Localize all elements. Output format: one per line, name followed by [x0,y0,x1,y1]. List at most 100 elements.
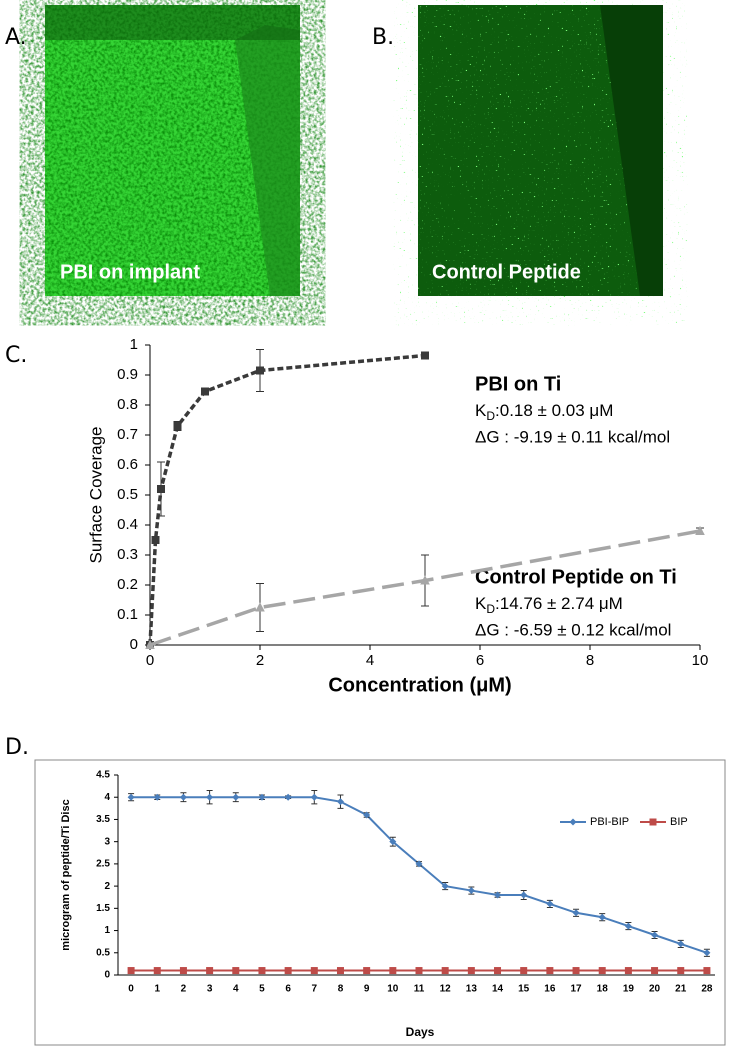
x-tick-label: 3 [207,984,213,995]
marker [703,949,711,957]
marker [157,485,165,493]
marker [363,967,371,975]
marker [389,967,397,975]
marker [179,967,187,975]
marker [151,536,160,544]
y-tick-label: 2.5 [96,859,110,870]
marker [201,387,209,396]
x-tick-label: 11 [414,984,425,995]
panel-label: D. [5,735,29,760]
y-tick-label: 1.5 [96,903,110,914]
x-tick-label: 2 [181,984,187,995]
y-tick-label: 0.7 [117,426,138,443]
y-tick-label: 0.2 [117,576,138,593]
x-tick-label: 19 [623,984,635,995]
y-tick-label: 0.3 [117,546,138,563]
x-axis-label: Concentration (μM) [328,674,511,696]
y-tick-label: 0 [130,636,138,653]
marker [284,967,292,975]
x-tick-label: 9 [364,984,370,995]
panel-label: B. [372,25,394,50]
marker [415,967,423,975]
image-a [45,5,300,296]
marker [677,940,685,948]
marker [420,575,430,585]
y-tick-label: 4.5 [96,770,110,781]
marker [572,967,580,975]
x-tick-label: 8 [586,652,594,669]
marker [179,793,187,801]
marker [695,525,705,535]
x-tick-label: 17 [570,984,582,995]
x-tick-label: 5 [259,984,265,995]
x-tick-label: 15 [518,984,530,995]
x-tick-label: 14 [492,984,504,995]
x-tick-label: 10 [692,652,709,669]
x-tick-label: 7 [312,984,318,995]
y-tick-label: 0.5 [117,486,138,503]
chart-frame [34,759,726,1046]
marker [651,931,659,939]
marker [441,967,449,975]
marker [258,967,266,975]
marker [153,793,161,801]
marker [255,602,265,612]
y-tick-label: 3 [104,836,110,847]
marker [598,913,606,921]
marker [256,366,264,375]
x-tick-label: 18 [597,984,609,995]
legend-label: PBI-BIP [590,816,629,828]
annotation-title: Control Peptide on Ti [475,566,677,588]
line [149,529,701,647]
marker [441,882,449,890]
x-tick-label: 28 [701,984,713,995]
y-axis-label: microgram of peptide/Ti Disc [60,799,72,950]
x-tick-label: 6 [476,652,484,669]
x-axis-label: Days [406,1025,435,1039]
marker [421,351,429,360]
marker [232,793,240,801]
marker [546,967,554,975]
x-tick-label: 0 [146,652,154,669]
x-tick-label: 4 [366,652,374,669]
annotation-title: PBI on Ti [475,373,561,395]
marker [624,922,632,930]
legend-label: BIP [670,816,688,828]
y-tick-label: 0.6 [117,456,138,473]
marker [363,811,371,819]
marker [520,967,528,975]
marker [677,967,685,975]
annotation: KD:0.18 ± 0.03 μM [475,401,613,423]
marker [624,967,632,975]
y-axis-label: Surface Coverage [86,426,105,563]
x-tick-label: 12 [440,984,452,995]
x-tick-label: 4 [233,984,239,995]
y-tick-label: 0 [104,970,110,981]
x-tick-label: 0 [128,984,134,995]
x-tick-label: 1 [154,984,160,995]
y-tick-label: 0.8 [117,396,138,413]
marker [415,860,423,868]
y-tick-label: 4 [104,792,110,803]
y-tick-label: 0.9 [117,366,138,383]
line [148,353,426,646]
image-caption: Control Peptide [432,261,581,283]
marker [494,967,502,975]
panel-label: C. [5,343,27,368]
y-tick-label: 0.1 [117,606,138,623]
x-tick-label: 13 [466,984,478,995]
annotation: ΔG : -9.19 ± 0.11 kcal/mol [475,427,670,446]
y-tick-label: 3.5 [96,814,110,825]
marker [310,793,318,801]
marker [232,967,240,975]
annotation: ΔG : -6.59 ± 0.12 kcal/mol [475,620,671,639]
image-caption: PBI on implant [60,261,200,283]
marker [546,900,554,908]
marker [127,967,135,975]
y-tick-label: 0.4 [117,516,138,533]
x-tick-label: 16 [544,984,556,995]
marker [206,793,214,801]
marker [284,793,292,801]
marker [206,967,214,975]
